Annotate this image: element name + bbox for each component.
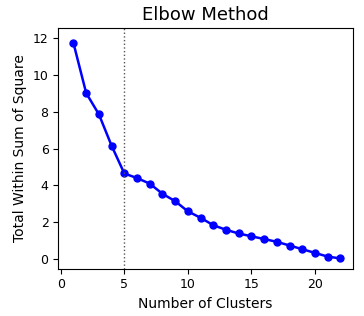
Title: Elbow Method: Elbow Method [142,6,269,24]
X-axis label: Number of Clusters: Number of Clusters [138,297,273,311]
Y-axis label: Total Within Sum of Square: Total Within Sum of Square [13,55,27,242]
